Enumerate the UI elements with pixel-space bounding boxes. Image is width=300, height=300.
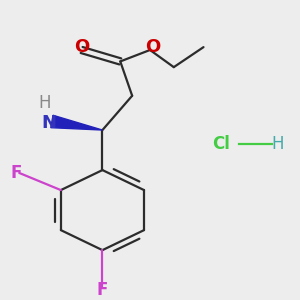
Text: N: N [41, 114, 56, 132]
Text: O: O [145, 38, 160, 56]
Text: F: F [11, 164, 22, 182]
Text: H: H [38, 94, 51, 112]
Polygon shape [51, 115, 102, 130]
Text: O: O [74, 38, 89, 56]
Text: H: H [272, 135, 284, 153]
Text: Cl: Cl [212, 135, 230, 153]
Text: F: F [97, 281, 108, 299]
